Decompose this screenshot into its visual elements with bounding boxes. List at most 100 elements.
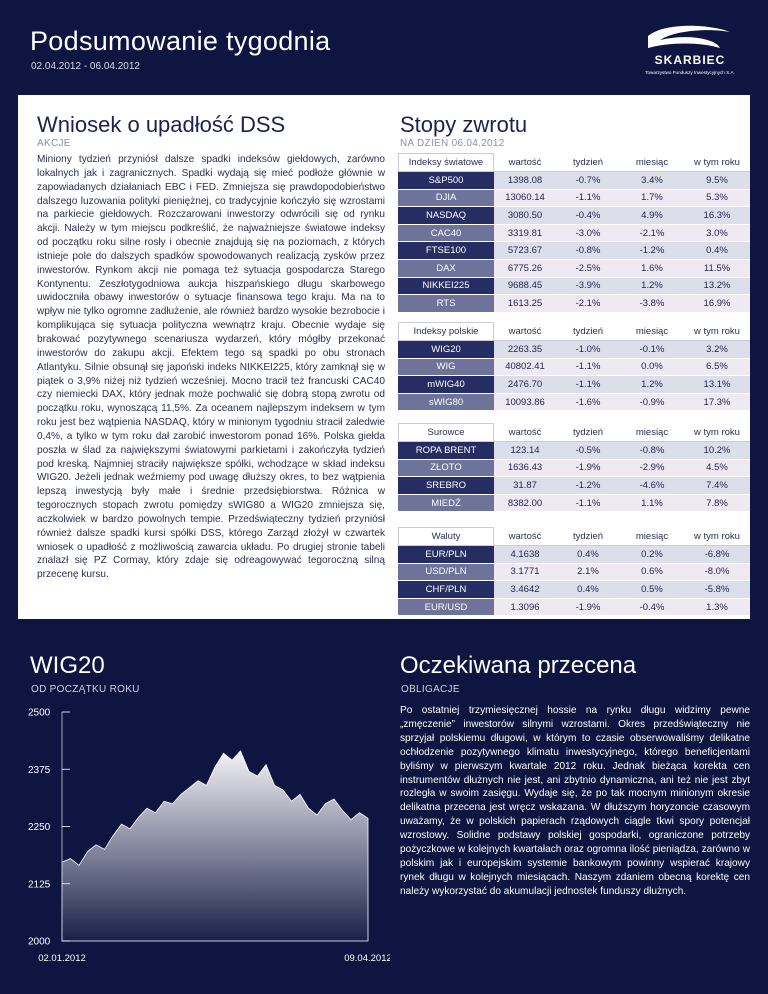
table-cell: -2.5% (556, 259, 620, 278)
section-title: Wniosek o upadłość DSS (37, 112, 286, 137)
table-cell: sWIG80 (398, 393, 494, 412)
table-cell: -5.8% (684, 581, 750, 599)
table-cell: -0.7% (556, 172, 620, 190)
header-cell: miesiąc (620, 153, 684, 172)
section-title: Stopy zwrotu (400, 112, 528, 137)
section-subtitle: OBLIGACJE (401, 684, 460, 695)
table-row: FTSE100 5723.67 -0.8% -1.2% 0.4% (398, 242, 750, 260)
table-cell: 2.1% (556, 563, 620, 582)
table-cell: 1.1% (620, 494, 684, 513)
table-cell: 0.6% (620, 563, 684, 582)
table-cell: -1.0% (556, 341, 620, 359)
table-cell: 4.5% (684, 459, 750, 478)
table-row: EUR/PLN 4.1638 0.4% 0.2% -6.8% (398, 546, 750, 564)
logo-swoosh (648, 25, 730, 48)
header-cell: Indeksy polskie (398, 322, 494, 341)
table-cell: 1613.25 (494, 295, 556, 313)
table-cell: 1.3096 (494, 598, 556, 617)
table-cell: NIKKEI225 (398, 277, 494, 296)
table-row: EUR/USD 1.3096 -1.9% -0.4% 1.3% (398, 598, 750, 617)
table-cell: DJIA (398, 189, 494, 208)
header-cell: w tym roku (684, 527, 750, 546)
table-cell: -2.9% (620, 459, 684, 478)
table-cell: 16.3% (684, 207, 750, 225)
table-cell: 17.3% (684, 393, 750, 412)
section-title: Oczekiwana przecena (400, 652, 637, 679)
y-tick-label: 2125 (28, 879, 51, 890)
table-cell: 2476.70 (494, 376, 556, 394)
area (61, 750, 369, 942)
table-cell: 1398.08 (494, 172, 556, 190)
table-cell: NASDAQ (398, 207, 494, 225)
table-cell: -1.9% (556, 598, 620, 617)
table-cell: RTS (398, 295, 494, 313)
x-tick-label: 02.01.2012 (38, 953, 86, 964)
header-cell: tydzień (556, 527, 620, 546)
table-cell: 3.0% (684, 224, 750, 243)
table-cell: -3.8% (620, 295, 684, 313)
table-cell: 1.6% (620, 259, 684, 278)
table-row: SREBRO 31.87 -1.2% -4.6% 7.4% (398, 477, 750, 495)
table-cell: 4.1638 (494, 546, 556, 564)
table-cell: 3080.50 (494, 207, 556, 225)
header-cell: wartość (494, 153, 556, 172)
table-row: NASDAQ 3080.50 -0.4% 4.9% 16.3% (398, 207, 750, 225)
table-cell: 1.2% (620, 376, 684, 394)
table-cell: 0.4% (684, 242, 750, 260)
logo-subtext: Towarzystwo Funduszy Inwestycyjnych S.A. (645, 70, 735, 75)
table-cell: 0.2% (620, 546, 684, 564)
table-cell: -4.6% (620, 477, 684, 495)
table-cell: 3.1771 (494, 563, 556, 582)
header-cell: wartość (494, 322, 556, 341)
table-cell: 1636.43 (494, 459, 556, 478)
table-cell: -2.1% (620, 224, 684, 243)
y-tick-label: 2500 (28, 708, 51, 719)
table-cell: 13.1% (684, 376, 750, 394)
table-cell: EUR/PLN (398, 546, 494, 564)
table-cell: CHF/PLN (398, 581, 494, 599)
table-cell: -1.6% (556, 393, 620, 412)
table-row: CHF/PLN 3.4642 0.4% 0.5% -5.8% (398, 581, 750, 599)
header-cell: tydzień (556, 153, 620, 172)
page-title: Podsumowanie tygodnia (30, 26, 331, 56)
table-cell: 0.4% (556, 546, 620, 564)
data-table: Waluty wartość tydzień miesiąc w tym roku EUR… (398, 527, 750, 617)
table-cell: EUR/USD (398, 598, 494, 617)
article-text: Po ostatniej trzymiesięcznej hossie na r… (400, 705, 750, 897)
table-cell: ROPA BRENT (398, 442, 494, 460)
table-cell: 10093.86 (494, 393, 556, 412)
header-cell: w tym roku (684, 322, 750, 341)
table-cell: 3.2% (684, 341, 750, 359)
table-cell: 6.5% (684, 358, 750, 377)
table-cell: CAC40 (398, 224, 494, 243)
table-cell: 4.9% (620, 207, 684, 225)
table-cell: ZŁOTO (398, 459, 494, 478)
table-cell: 10.2% (684, 442, 750, 460)
table-cell: WIG (398, 358, 494, 377)
table-cell: -0.8% (556, 242, 620, 260)
table-cell: 16.9% (684, 295, 750, 313)
table-cell: S&P500 (398, 172, 494, 190)
table-cell: -0.1% (620, 341, 684, 359)
chart-title: WIG20 (30, 652, 105, 679)
table-cell: 7.8% (684, 494, 750, 513)
table-cell: 1.7% (620, 189, 684, 208)
logo: SKARBIEC Towarzystwo Funduszy Inwestycyj… (645, 25, 735, 75)
header-cell: tydzień (556, 322, 620, 341)
y-tick-label: 2000 (28, 937, 51, 948)
table-header: Indeksy polskie wartość tydzień miesiąc w ty… (398, 322, 750, 341)
chart: 2000 2125 2250 2375 2500 02.01.2012 09.04.2012 (28, 708, 390, 965)
table-cell: -0.4% (620, 598, 684, 617)
table-cell: 40802.41 (494, 358, 556, 377)
header-cell: w tym roku (684, 423, 750, 442)
data-table: Indeksy światowe wartość tydzień miesiąc w t… (398, 153, 750, 313)
table-cell: -1.1% (556, 358, 620, 377)
table-cell: -0.9% (620, 393, 684, 412)
table-cell: USD/PLN (398, 563, 494, 582)
table-row: RTS 1613.25 -2.1% -3.8% 16.9% (398, 295, 750, 313)
table-cell: 9688.45 (494, 277, 556, 296)
table-row: sWIG80 10093.86 -1.6% -0.9% 17.3% (398, 393, 750, 412)
table-cell: 3319.81 (494, 224, 556, 243)
table-header: Waluty wartość tydzień miesiąc w tym roku (398, 527, 750, 546)
